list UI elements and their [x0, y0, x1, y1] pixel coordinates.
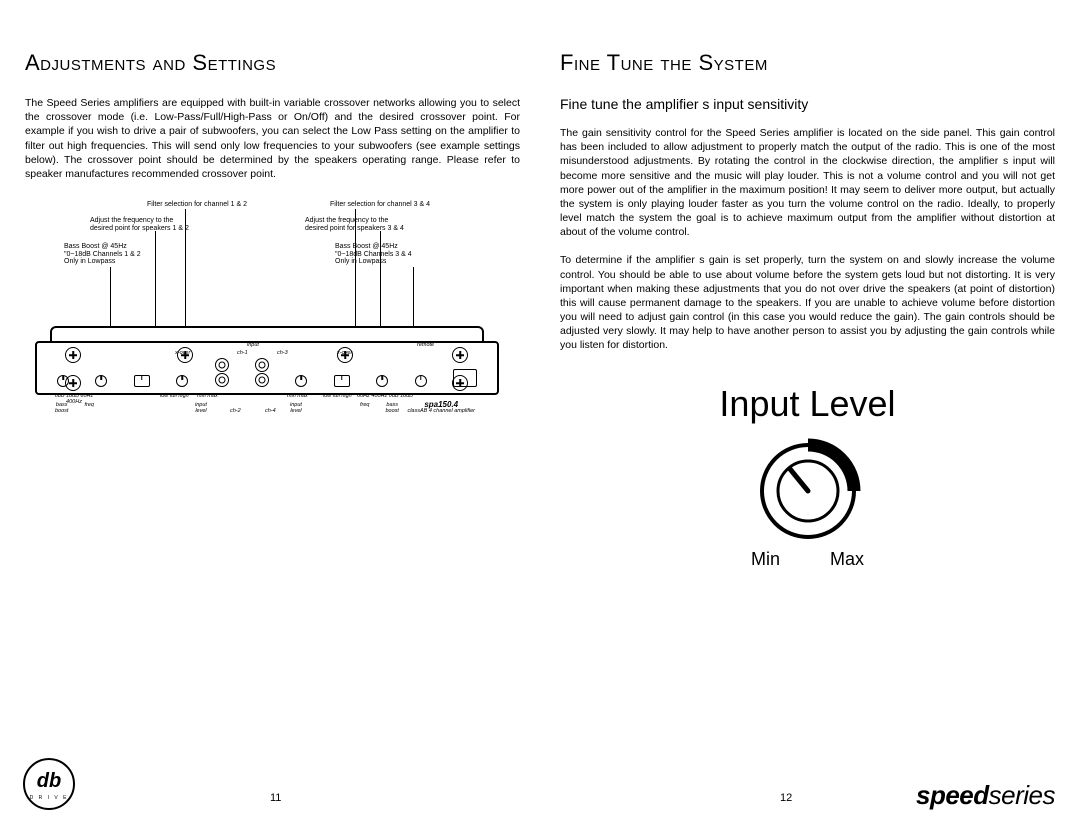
lbl-level-r: level: [290, 408, 301, 414]
callout-adj12a: Adjust the frequency to the: [90, 217, 173, 224]
xover-switch-r: [334, 375, 350, 387]
page-num-left: 11: [270, 792, 281, 804]
footer: 11 12 db D R I V E speedseries: [0, 766, 1080, 816]
left-column: Adjustments and Settings The Speed Serie…: [25, 50, 520, 570]
callout-b34b: "0~18dB Channels 3 & 4: [335, 251, 412, 258]
lbl-freq-r: freq: [360, 403, 369, 414]
lbl-xover-r: x-over: [337, 351, 352, 357]
amp-diagram: Filter selection for channel 1 & 2 Filte…: [25, 201, 520, 451]
logo-text-top: db: [37, 770, 61, 792]
lbl-sub: classAB 4 channel amplifier: [407, 409, 475, 415]
lbl-ch2: ch-2: [230, 409, 241, 415]
input-level-title: Input Level: [560, 383, 1055, 425]
max-label: Max: [830, 549, 864, 570]
callout-b34a: Bass Boost @ 45Hz: [335, 243, 398, 250]
rca-jack: [215, 358, 229, 372]
right-para1: The gain sensitivity control for the Spe…: [560, 126, 1055, 239]
right-para2: To determine if the amplifier s gain is …: [560, 253, 1055, 352]
rca-jack: [215, 373, 229, 387]
callout-b12c: Only in Lowpass: [64, 258, 115, 265]
rca-jack: [255, 373, 269, 387]
callout-b12b: "0~18dB Channels 1 & 2: [64, 251, 141, 258]
speedseries-logo: speedseries: [916, 780, 1055, 811]
lbl-boost-l: boost: [55, 408, 68, 414]
left-para1: The Speed Series amplifiers are equipped…: [25, 96, 520, 181]
leader-line: [355, 209, 356, 329]
leader-line: [380, 231, 381, 329]
bass-boost-knob-r: [415, 375, 427, 387]
callout-filter12: Filter selection for channel 1 & 2: [147, 201, 247, 209]
callout-adj34a: Adjust the frequency to the: [305, 217, 388, 224]
remote-connector: [453, 369, 477, 387]
logo-text-bottom: D R I V E: [30, 795, 69, 801]
leader-line: [155, 231, 156, 329]
input-level-figure: Input Level Min Max: [560, 383, 1055, 570]
lbl-minmax-l: min max: [197, 394, 218, 400]
callout-b34c: Only in Lowpass: [335, 258, 386, 265]
brand-light: series: [989, 780, 1055, 810]
right-column: Fine Tune the System Fine tune the ampli…: [560, 50, 1055, 570]
lbl-minmax-r: min max: [287, 394, 308, 400]
lbl-lfh-l: low full high: [160, 394, 189, 400]
input-level-knob-r: [295, 375, 307, 387]
lbl-input: input: [247, 343, 259, 349]
callout-adj12b: desired point for speakers 1 & 2: [90, 225, 189, 232]
lbl-boost-r: boost: [385, 408, 398, 414]
lbl-remote: remote: [417, 343, 434, 349]
min-label: Min: [751, 549, 780, 570]
page-num-right: 12: [780, 792, 792, 804]
callout-filter34: Filter selection for channel 3 & 4: [330, 201, 430, 209]
leader-line: [110, 267, 111, 329]
freq-knob-r: [376, 375, 388, 387]
leader-line: [185, 209, 186, 329]
rca-jack: [255, 358, 269, 372]
callout-b12a: Bass Boost @ 45Hz: [64, 243, 127, 250]
lbl-lfh-r: low full high: [323, 394, 352, 400]
bass-boost-knob-l: [57, 375, 69, 387]
left-title: Adjustments and Settings: [25, 50, 520, 76]
leader-line: [413, 267, 414, 329]
lbl-ch3: ch-3: [277, 351, 288, 357]
lbl-scale-r: 60Hz 400Hz 0dB 18dB: [355, 394, 415, 400]
amp-panel: input remote x-over ch-1 ch-3 x-over: [25, 321, 505, 406]
lbl-freq-l: freq: [84, 403, 93, 414]
xover-switch-l: [134, 375, 150, 387]
lbl-xover-l: x-over: [175, 351, 190, 357]
freq-knob-l: [95, 375, 107, 387]
right-title: Fine Tune the System: [560, 50, 1055, 76]
lbl-ch1: ch-1: [237, 351, 248, 357]
input-level-knob-l: [176, 375, 188, 387]
db-drive-logo: db D R I V E: [22, 757, 76, 816]
brand-bold: speed: [916, 780, 989, 810]
lbl-ch4: ch-4: [265, 409, 276, 415]
right-sub: Fine tune the amplifier s input sensitiv…: [560, 96, 1055, 112]
lbl-level-l: level: [195, 408, 206, 414]
input-level-dial-icon: [748, 433, 868, 543]
